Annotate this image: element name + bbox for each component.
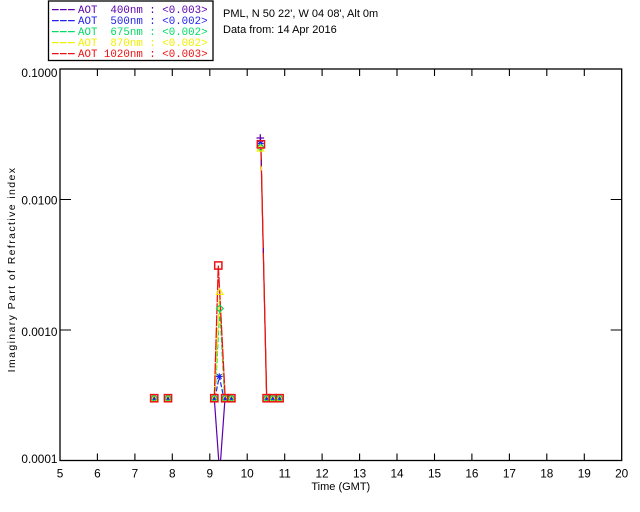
- svg-text:0.0100: 0.0100: [21, 194, 58, 208]
- svg-text:10: 10: [241, 466, 255, 480]
- svg-text:AOT 675nm : <0.002>: AOT 675nm : <0.002>: [78, 27, 208, 39]
- svg-text:19: 19: [578, 466, 591, 480]
- svg-text:Time (GMT): Time (GMT): [311, 481, 370, 493]
- svg-text:5: 5: [57, 466, 64, 480]
- svg-text:20: 20: [615, 466, 629, 480]
- svg-text:9: 9: [207, 466, 214, 480]
- svg-text:Data from: 14 Apr 2016: Data from: 14 Apr 2016: [223, 24, 337, 36]
- svg-text:8: 8: [169, 466, 176, 480]
- svg-text:AOT 500nm : <0.002>: AOT 500nm : <0.002>: [78, 16, 208, 28]
- svg-text:16: 16: [465, 466, 479, 480]
- svg-text:12: 12: [316, 466, 329, 480]
- svg-text:AOT 400nm : <0.003>: AOT 400nm : <0.003>: [78, 5, 208, 17]
- svg-text:13: 13: [353, 466, 367, 480]
- svg-text:0.0010: 0.0010: [21, 325, 58, 339]
- svg-text:17: 17: [503, 466, 516, 480]
- svg-text:14: 14: [390, 466, 404, 480]
- svg-text:7: 7: [132, 466, 139, 480]
- svg-text:15: 15: [428, 466, 442, 480]
- svg-text:PML, N 50 22', W 04 08', Alt 0: PML, N 50 22', W 04 08', Alt 0m: [223, 8, 378, 20]
- svg-text:11: 11: [279, 466, 291, 480]
- svg-text:6: 6: [94, 466, 101, 480]
- svg-text:0.1000: 0.1000: [21, 66, 58, 80]
- svg-text:18: 18: [540, 466, 554, 480]
- svg-text:Imaginary Part of Refractive i: Imaginary Part of Refractive index: [6, 167, 18, 373]
- svg-text:AOT 1020nm : <0.003>: AOT 1020nm : <0.003>: [78, 49, 208, 61]
- svg-text:AOT 870nm : <0.002>: AOT 870nm : <0.002>: [78, 38, 208, 50]
- svg-text:0.0001: 0.0001: [21, 452, 57, 466]
